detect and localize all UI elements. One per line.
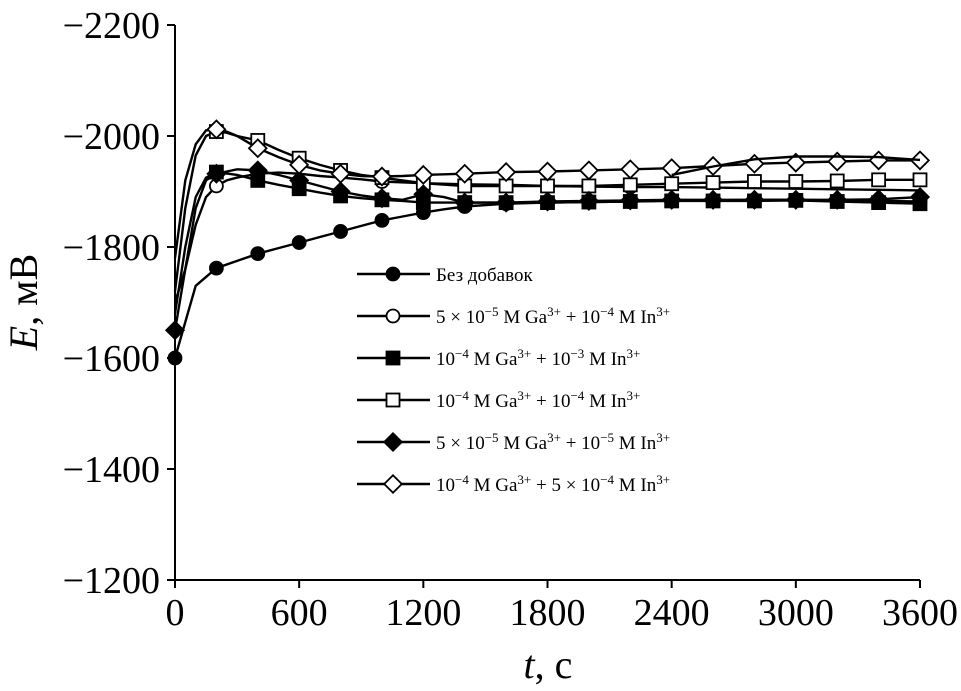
series-layer [164,119,931,366]
data-point-marker [291,235,307,250]
x-tick-label: 1800 [510,592,586,634]
data-point-marker [413,184,434,205]
data-point-marker [747,174,762,189]
data-point-marker [371,166,392,187]
legend-marker [385,350,401,366]
data-point-marker [868,189,889,210]
data-point-marker [208,260,224,276]
data-point-marker [496,162,517,183]
x-tick-label: 1200 [385,592,461,634]
x-tick-label: 3600 [882,592,958,634]
legend-label: 10−4 M Ga3+ + 10−3 M In3+ [436,346,640,371]
legend-marker [385,392,401,408]
data-point-marker [206,119,227,140]
legend-marker [382,473,404,495]
legend-label: 10−4 M Ga3+ + 10−4 M In3+ [436,388,640,413]
legend-label: 5 × 10−5 M Ga3+ + 10−4 M In3+ [436,304,670,329]
legend-label: 5 × 10−5 M Ga3+ + 10−5 M In3+ [436,430,670,455]
data-point-marker [581,178,597,194]
data-point-marker [537,161,558,182]
data-point-marker [289,170,310,191]
legend-entry: 5 × 10−5 M Ga3+ + 10−4 M In3+ [357,304,670,329]
data-point-marker [578,190,599,211]
data-point-marker [247,160,268,181]
x-tick-label: 0 [166,592,185,634]
data-point-marker [620,190,641,211]
legend: Без добавок 5 × 10−5 M Ga3+ + 10−4 M In3+… [357,265,670,496]
y-tick-label: −1200 [63,560,160,602]
data-point-marker [868,150,889,171]
data-point-marker [912,172,928,188]
data-point-marker [788,174,804,189]
legend-entry: 10−4 M Ga3+ + 5 × 10−4 M In3+ [357,472,670,497]
series-line [173,198,921,359]
y-tick-label: −1400 [63,449,160,491]
data-point-marker [871,172,887,188]
legend-entry: 10−4 M Ga3+ + 10−4 M In3+ [357,388,640,413]
series-line [671,155,921,177]
legend-entry: 10−4 M Ga3+ + 10−3 M In3+ [357,346,640,371]
legend-marker [385,266,401,282]
data-point-marker [909,187,931,208]
legend-entry: 5 × 10−5 M Ga3+ + 10−5 M In3+ [357,430,670,455]
legend-entry: Без добавок [357,265,533,286]
data-point-marker [664,176,680,192]
data-point-marker [829,173,845,189]
axes [174,25,920,581]
series-6 [173,119,931,259]
data-point-marker [330,181,351,202]
data-point-marker [374,212,390,228]
data-point-marker [333,224,348,239]
data-point-marker [537,191,558,212]
data-point-marker [496,192,517,213]
data-point-marker [705,175,721,191]
data-point-marker [250,246,266,262]
data-point-marker [744,189,765,210]
y-ticks: −1200 −1400 −1600 −1800 −2000 −2200 [63,5,175,602]
data-point-marker [785,189,806,210]
y-tick-label: −1800 [63,227,160,269]
data-point-marker [622,177,638,193]
series-1 [167,192,928,366]
data-point-marker [371,188,392,209]
data-point-marker [454,192,475,213]
data-point-marker [909,150,931,171]
data-point-marker [247,138,268,159]
legend-label: Без добавок [436,265,533,286]
y-axis-title: E, мВ [1,254,46,351]
data-point-marker [289,154,310,175]
x-tick-label: 2400 [634,592,710,634]
data-point-marker [330,163,351,184]
data-point-marker [661,189,682,210]
y-tick-label: −2000 [63,116,160,158]
x-axis-title: t, с [524,642,573,687]
data-point-marker [827,189,848,210]
series-line [173,168,921,331]
data-point-marker [578,160,599,181]
x-axis-variable: t [524,642,536,687]
x-tick-label: 3000 [758,592,834,634]
data-point-marker [413,164,434,185]
data-point-marker [744,153,765,174]
data-point-marker [703,189,724,210]
x-axis-unit: , с [535,642,573,687]
data-point-marker [206,163,227,184]
legend-marker [382,431,404,453]
series-7 [671,155,921,177]
y-axis-unit: , мВ [1,254,46,326]
data-point-marker [785,152,806,173]
y-tick-label: −2200 [63,5,160,47]
y-axis-variable: E [1,326,46,351]
data-point-marker [454,163,475,184]
legend-marker [385,308,401,324]
y-tick-label: −1600 [63,338,160,380]
x-tick-label: 600 [271,592,328,634]
legend-label: 10−4 M Ga3+ + 5 × 10−4 M In3+ [436,472,670,497]
data-point-marker [661,158,682,179]
data-point-marker [620,159,641,180]
x-ticks: 0 600 1200 1800 2400 3000 3600 [166,580,958,634]
